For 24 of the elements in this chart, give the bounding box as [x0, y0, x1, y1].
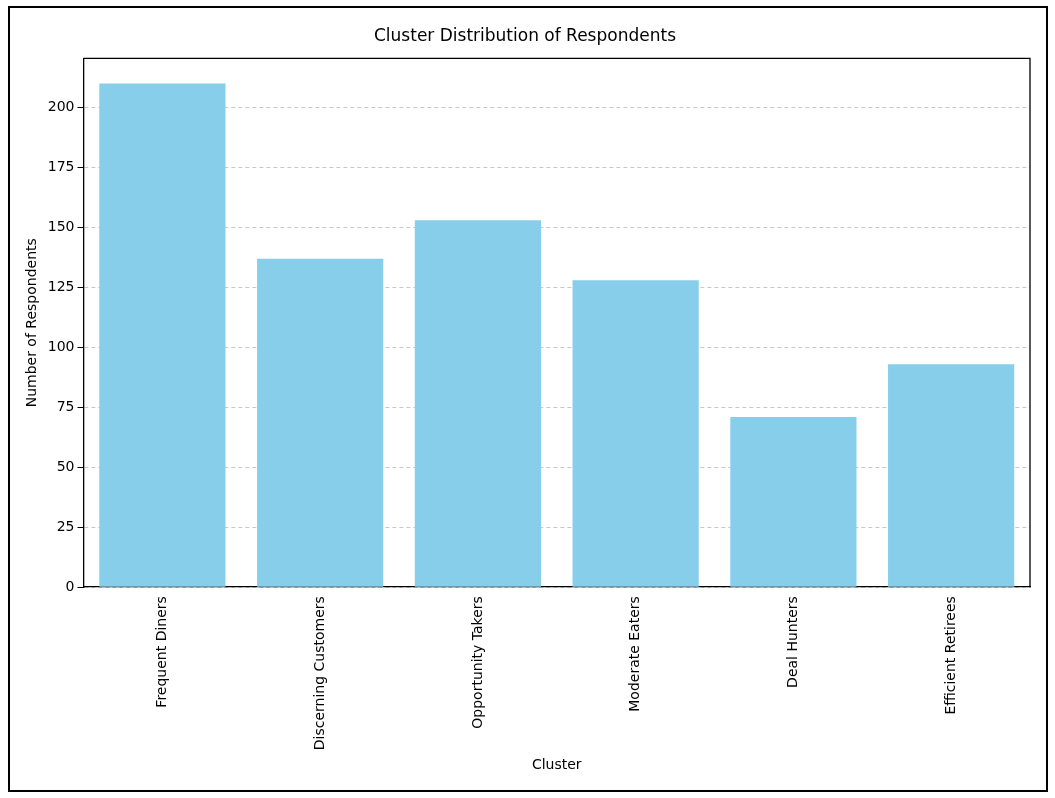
y-tick-label: 175 [47, 158, 75, 175]
bar [730, 416, 857, 587]
bar [257, 258, 384, 587]
chart-title: Cluster Distribution of Respondents [374, 24, 677, 45]
x-tick-label: Frequent Diners [153, 596, 170, 708]
y-tick-label: 75 [56, 397, 75, 414]
bar [99, 83, 226, 587]
x-tick-label: Moderate Eaters [626, 596, 643, 712]
bar [414, 220, 541, 587]
y-tick-label: 100 [47, 337, 75, 354]
y-tick-label: 0 [65, 577, 75, 594]
x-tick-label: Efficient Retirees [941, 596, 958, 715]
x-axis-title: Cluster [531, 756, 582, 773]
x-tick-label: Discerning Customers [310, 596, 327, 751]
y-axis-title: Number of Respondents [23, 238, 40, 408]
y-tick-label: 150 [47, 218, 75, 235]
y-tick-label: 50 [56, 457, 75, 474]
y-tick-label: 125 [47, 278, 75, 295]
bar [572, 280, 699, 587]
x-tick-label: Opportunity Takers [468, 596, 485, 729]
y-tick-label: 25 [56, 517, 75, 534]
bar [888, 364, 1015, 587]
y-tick-label: 200 [47, 98, 75, 115]
x-tick-label: Deal Hunters [784, 596, 801, 688]
